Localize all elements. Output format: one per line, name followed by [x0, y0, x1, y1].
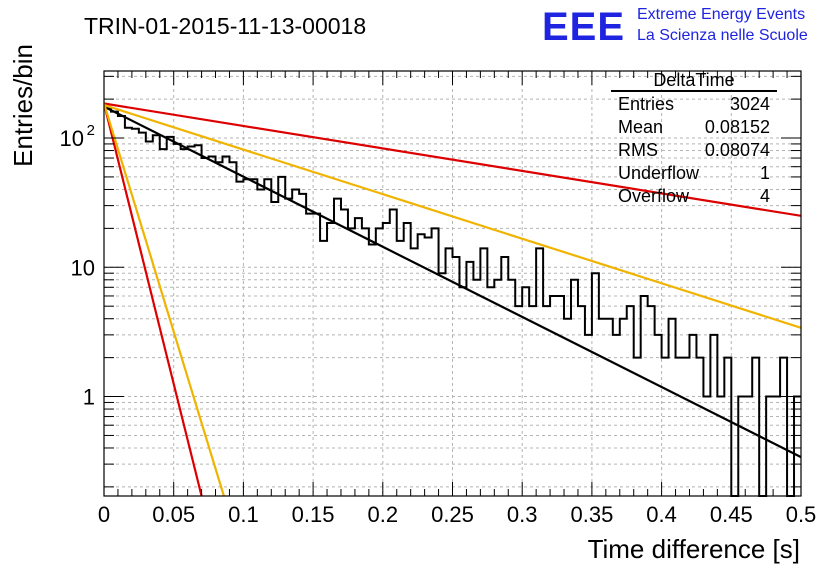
- x-tick-label: 0.45: [710, 502, 753, 527]
- fit-lines: [104, 102, 801, 496]
- fit-line: [104, 103, 801, 329]
- eee-logo-line2: La Scienza nelle Scuole: [637, 27, 808, 44]
- x-tick-label: 0.35: [570, 502, 613, 527]
- fit-line: [104, 105, 801, 459]
- stats-box: DeltaTime Entries 3024 Mean 0.08152 RMS …: [611, 70, 777, 206]
- x-axis-title: Time difference [s]: [588, 534, 800, 564]
- y-tick-label: 1: [83, 385, 95, 410]
- stats-row-label: Underflow: [618, 163, 700, 183]
- stats-row-value: 4: [760, 186, 770, 206]
- chart-title: TRIN-01-2015-11-13-00018: [84, 13, 366, 39]
- stats-row-label: RMS: [618, 140, 658, 160]
- y-tick-label: 10: [60, 126, 84, 151]
- stats-row-label: Overflow: [618, 186, 690, 206]
- stats-row-value: 0.08152: [705, 117, 770, 137]
- fit-line: [104, 103, 203, 496]
- x-tick-labels: 0 0.05 0.1 0.15 0.2 0.25 0.3 0.35 0.4 0.45 0.5: [98, 502, 816, 527]
- eee-logo: EEE Extreme Energy Events La Scienza nel…: [542, 5, 808, 49]
- axis-ticks: [103, 71, 802, 496]
- grid-lines: [104, 71, 801, 496]
- stats-row-value: 1: [760, 163, 770, 183]
- x-tick-label: 0.4: [646, 502, 677, 527]
- x-tick-label: 0: [98, 502, 110, 527]
- y-tick-label-exponent: 2: [87, 122, 95, 139]
- stats-box-name: DeltaTime: [653, 70, 734, 90]
- stats-row-value: 3024: [730, 94, 770, 114]
- x-tick-label: 0.25: [431, 502, 474, 527]
- y-tick-label: 10: [71, 255, 95, 280]
- fit-line: [104, 103, 225, 496]
- eee-logo-line1: Extreme Energy Events: [637, 6, 805, 23]
- x-tick-label: 0.2: [368, 502, 399, 527]
- y-axis-title: Entries/bin: [8, 44, 38, 167]
- x-tick-label: 0.15: [292, 502, 335, 527]
- fit-line: [104, 102, 801, 217]
- x-tick-label: 0.1: [228, 502, 259, 527]
- x-tick-label: 0.5: [786, 502, 817, 527]
- stats-row-label: Entries: [618, 94, 674, 114]
- x-tick-label: 0.3: [507, 502, 538, 527]
- x-tick-label: 0.05: [152, 502, 195, 527]
- stats-row-label: Mean: [618, 117, 663, 137]
- eee-logo-mark: EEE: [542, 5, 625, 49]
- stats-row-value: 0.08074: [705, 140, 770, 160]
